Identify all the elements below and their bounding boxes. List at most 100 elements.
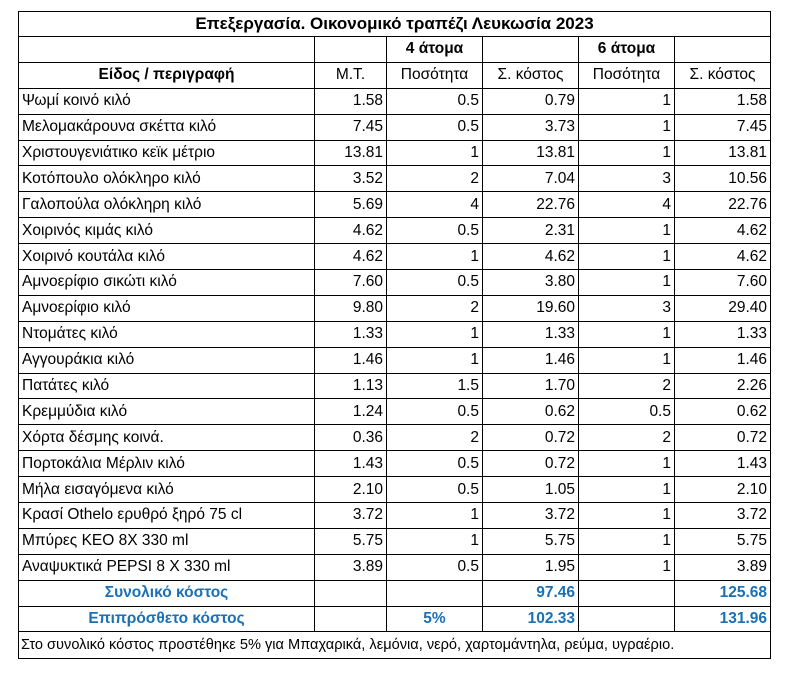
cell-item: Πατάτες κιλό — [18, 372, 315, 400]
cell-unit-price: 1.58 — [314, 87, 387, 115]
group-header-empty — [482, 36, 579, 63]
group-header-empty — [674, 36, 771, 63]
table-row: Χριστουγενιάτικο κεϊκ μέτριο 13.81 1 13.81 1… — [18, 139, 771, 167]
cell-item: Μελομακάρουνα σκέττα κιλό — [18, 113, 315, 141]
cell-unit-price: 5.69 — [314, 191, 387, 219]
cell-qty-6: 1 — [578, 553, 675, 581]
cell-qty-6: 3 — [578, 165, 675, 193]
header-item: Είδος / περιγραφή — [18, 61, 315, 89]
cell-cost-4: 3.73 — [482, 113, 579, 141]
cell-cost-6: 1.46 — [674, 346, 771, 374]
cell-qty-6: 0.5 — [578, 398, 675, 426]
cell-cost-6: 1.33 — [674, 320, 771, 348]
total-empty — [386, 579, 483, 607]
cell-item: Μήλα εισαγόμενα κιλό — [18, 476, 315, 504]
cell-cost-6: 4.62 — [674, 243, 771, 271]
cell-cost-6: 2.10 — [674, 476, 771, 504]
table-row: Μελομακάρουνα σκέττα κιλό 7.45 0.5 3.73 1 7.4… — [18, 113, 771, 141]
cell-qty-6: 1 — [578, 346, 675, 374]
cell-qty-4: 2 — [386, 424, 483, 452]
cell-qty-4: 1 — [386, 243, 483, 271]
header-qty-4: Ποσότητα — [386, 61, 483, 89]
cell-cost-6: 1.43 — [674, 450, 771, 478]
cell-qty-4: 0.5 — [386, 113, 483, 141]
cell-qty-6: 2 — [578, 372, 675, 400]
cell-unit-price: 0.36 — [314, 424, 387, 452]
table-row: Χοιρινός κιμάς κιλό 4.62 0.5 2.31 1 4.62 — [18, 217, 771, 245]
cell-item: Αναψυκτικά PEPSI 8 X 330 ml — [18, 553, 315, 581]
cell-qty-6: 1 — [578, 450, 675, 478]
cell-item: Κρεμμύδια κιλό — [18, 398, 315, 426]
cell-cost-6: 0.72 — [674, 424, 771, 452]
cell-cost-4: 0.62 — [482, 398, 579, 426]
cell-qty-6: 1 — [578, 139, 675, 167]
cell-unit-price: 1.43 — [314, 450, 387, 478]
cell-unit-price: 4.62 — [314, 243, 387, 271]
cell-unit-price: 13.81 — [314, 139, 387, 167]
cell-item: Χοιρινό κουτάλα κιλό — [18, 243, 315, 271]
cell-unit-price: 1.24 — [314, 398, 387, 426]
cell-cost-4: 4.62 — [482, 243, 579, 271]
group-header-empty — [18, 36, 315, 63]
cell-item: Χριστουγενιάτικο κεϊκ μέτριο — [18, 139, 315, 167]
cell-item: Πορτοκάλια Μέρλιν κιλό — [18, 450, 315, 478]
cell-item: Κρασί Othelo ερυθρό ξηρό 75 cl — [18, 502, 315, 529]
table-row: Πορτοκάλια Μέρλιν κιλό 1.43 0.5 0.72 1 1.43 — [18, 450, 771, 478]
extra-cost-percent: 5% — [386, 605, 483, 633]
table-row: Πατάτες κιλό 1.13 1.5 1.70 2 2.26 — [18, 372, 771, 400]
cell-qty-6: 1 — [578, 113, 675, 141]
cell-cost-6: 5.75 — [674, 527, 771, 555]
cell-qty-4: 1 — [386, 527, 483, 555]
cell-qty-4: 4 — [386, 191, 483, 219]
total-cost-6: 125.68 — [674, 579, 771, 607]
table-row: Γαλοπούλα ολόκληρη κιλό 5.69 4 22.76 4 22.76 — [18, 191, 771, 219]
cell-qty-4: 0.5 — [386, 476, 483, 504]
column-header-row: Είδος / περιγραφή Μ.Τ. Ποσότητα Σ. κόστο… — [18, 61, 771, 89]
cell-item: Χοιρινός κιμάς κιλό — [18, 217, 315, 245]
cell-unit-price: 5.75 — [314, 527, 387, 555]
cell-qty-6: 1 — [578, 217, 675, 245]
cell-cost-6: 4.62 — [674, 217, 771, 245]
extra-cost-4: 102.33 — [482, 605, 579, 633]
table-row: Αναψυκτικά PEPSI 8 X 330 ml 3.89 0.5 1.95 1 3… — [18, 553, 771, 581]
cell-qty-4: 0.5 — [386, 398, 483, 426]
cell-cost-4: 3.72 — [482, 502, 579, 529]
cell-unit-price: 1.13 — [314, 372, 387, 400]
cell-qty-6: 1 — [578, 527, 675, 555]
cell-cost-6: 29.40 — [674, 294, 771, 322]
cell-qty-6: 3 — [578, 294, 675, 322]
table-row: Αμνοερίφιο σικώτι κιλό 7.60 0.5 3.80 1 7.60 — [18, 269, 771, 296]
cell-qty-4: 0.5 — [386, 553, 483, 581]
cell-unit-price: 2.10 — [314, 476, 387, 504]
table-row: Κοτόπουλο ολόκληρο κιλό 3.52 2 7.04 3 10.56 — [18, 165, 771, 193]
cell-cost-4: 1.05 — [482, 476, 579, 504]
cell-cost-4: 0.72 — [482, 424, 579, 452]
cell-qty-4: 2 — [386, 294, 483, 322]
cell-item: Ψωμί κοινό κιλό — [18, 87, 315, 115]
cell-cost-4: 0.79 — [482, 87, 579, 115]
cost-table-container: Επεξεργασία. Οικονομικό τραπέζι Λευκωσία… — [18, 11, 771, 660]
item-rows: Ψωμί κοινό κιλό 1.58 0.5 0.79 1 1.58 Μελομακάρ… — [18, 87, 771, 581]
cost-table: Επεξεργασία. Οικονομικό τραπέζι Λευκωσία… — [18, 11, 771, 660]
extra-cost-row: Επιπρόσθετο κόστος 5% 102.33 131.96 — [18, 605, 771, 633]
table-row: Μήλα εισαγόμενα κιλό 2.10 0.5 1.05 1 2.10 — [18, 476, 771, 504]
cell-item: Κοτόπουλο ολόκληρο κιλό — [18, 165, 315, 193]
total-cost-4: 97.46 — [482, 579, 579, 607]
table-row: Ντομάτες κιλό 1.33 1 1.33 1 1.33 — [18, 320, 771, 348]
title-row: Επεξεργασία. Οικονομικό τραπέζι Λευκωσία… — [18, 11, 771, 37]
table-title: Επεξεργασία. Οικονομικό τραπέζι Λευκωσία… — [18, 11, 771, 37]
cell-qty-4: 1 — [386, 346, 483, 374]
header-unit-price: Μ.Τ. — [314, 61, 387, 89]
header-cost-6: Σ. κόστος — [674, 61, 771, 89]
cell-unit-price: 7.45 — [314, 113, 387, 141]
cell-cost-6: 7.45 — [674, 113, 771, 141]
cell-cost-4: 7.04 — [482, 165, 579, 193]
cell-cost-6: 22.76 — [674, 191, 771, 219]
group-four-people: 4 άτομα — [386, 36, 483, 63]
cell-unit-price: 1.46 — [314, 346, 387, 374]
cell-qty-4: 1 — [386, 320, 483, 348]
cell-qty-4: 1.5 — [386, 372, 483, 400]
group-header-empty — [314, 36, 387, 63]
cell-qty-4: 0.5 — [386, 450, 483, 478]
cell-item: Μπύρες ΚΕΟ 8Χ 330 ml — [18, 527, 315, 555]
